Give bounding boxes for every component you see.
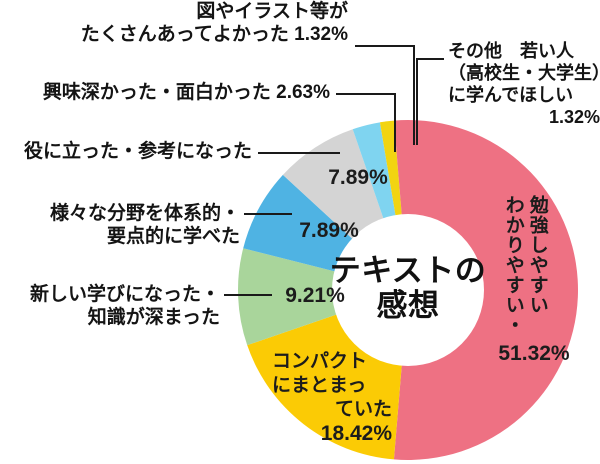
leader-line-other-v — [416, 58, 418, 145]
chart-center-title-line2: 感想 — [376, 287, 440, 323]
slice-pct-systematic: 7.89% — [290, 218, 368, 244]
callout-label-systematic: 様々な分野を体系的・ 要点的に学べた — [0, 202, 240, 248]
slice-label-compact-line1: コンパクト — [272, 351, 368, 372]
callout-label-interest: 興味深かった・面白かった 2.63% — [0, 81, 330, 104]
donut-slice — [393, 120, 578, 460]
callout-label-other-pct: 1.32% — [548, 106, 600, 127]
slice-label-easy-line1: わかりやすい・ — [502, 195, 524, 335]
leader-line-systematic-h — [244, 213, 292, 215]
slice-label-compact: コンパクト にまとまっ ていた 18.42% — [272, 350, 392, 448]
leader-line-newlearning-h — [224, 294, 272, 296]
callout-label-useful-line1: 役に立った・参考になった — [23, 141, 252, 162]
slice-label-easy-to-study: 勉強しやすい — [524, 195, 549, 315]
slice-label-compact-line2: にまとまっ — [272, 374, 367, 396]
slice-label-compact-line3: ていた — [334, 398, 392, 420]
leader-line-other-h — [416, 58, 444, 60]
slice-label-easy-line2: 勉強しやすい — [526, 195, 548, 315]
callout-label-illustration-line2: たくさんあってよかった 1.32% — [80, 24, 348, 46]
slice-pct-new-learning: 9.21% — [276, 283, 354, 309]
donut-hole — [332, 214, 484, 366]
slice-label-easy-to-understand: わかりやすい・ — [500, 195, 525, 335]
callout-label-illustration-line1: 図やイラスト等が — [196, 1, 348, 22]
leader-line-illustration-h — [355, 45, 415, 47]
callout-label-newlearning-line1: 新しい学びになった・ — [29, 284, 220, 305]
donut-slice — [238, 248, 408, 346]
callout-label-illustration: 図やイラスト等が たくさんあってよかった 1.32% — [0, 0, 348, 46]
callout-label-systematic-line1: 様々な分野を体系的・ — [49, 203, 240, 224]
callout-label-other-line1: その他 若い人 — [448, 41, 574, 61]
slice-pct-easy-value: 51.32% — [498, 342, 570, 365]
callout-label-interest-line1: 興味深かった・面白かった 2.63% — [42, 82, 330, 103]
slice-pct-easy-to-understand: 51.32% — [492, 341, 576, 367]
callout-label-other-line2: （高校生・大学生） — [448, 62, 600, 83]
callout-label-newlearning: 新しい学びになった・ 知識が深まった — [0, 283, 220, 329]
leader-line-interest-h — [336, 93, 396, 95]
callout-label-systematic-line2: 要点的に学べた — [106, 226, 240, 248]
leader-line-illustration-v — [413, 45, 415, 145]
slice-pct-useful-value: 7.89% — [328, 166, 388, 189]
callout-label-useful: 役に立った・参考になった — [0, 140, 252, 163]
chart-center-title: テキストの 感想 — [328, 253, 488, 323]
leader-line-interest-v — [394, 93, 396, 152]
slice-pct-new-learning-value: 9.21% — [285, 284, 345, 307]
callout-label-newlearning-line2: 知識が深まった — [87, 307, 220, 329]
callout-label-other: その他 若い人 （高校生・大学生） に学んでほしい 1.32% — [448, 41, 600, 129]
chart-center-title-line1: テキストの — [329, 253, 487, 288]
slice-pct-systematic-value: 7.89% — [299, 219, 359, 242]
leader-line-useful-h — [258, 152, 340, 154]
slice-pct-useful: 7.89% — [319, 165, 397, 191]
callout-label-other-line3: に学んでほしい — [448, 84, 574, 105]
slice-pct-compact: 18.42% — [320, 422, 392, 446]
